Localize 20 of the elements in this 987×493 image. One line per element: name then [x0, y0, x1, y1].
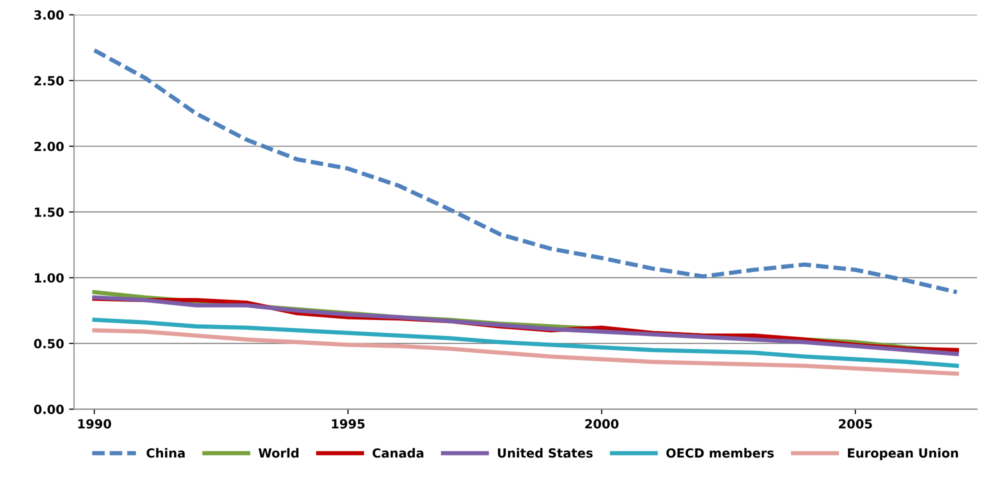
line-series — [92, 328, 959, 376]
legend-label: China — [146, 448, 185, 458]
legend-label: OECD members — [666, 448, 774, 458]
x-tick-label: 1990 — [78, 419, 112, 429]
x-tick-label: 1995 — [332, 419, 365, 429]
y-tick-label: 1.50 — [34, 207, 64, 217]
y-tick-label: 0.50 — [34, 338, 64, 348]
legend-label: European Union — [848, 448, 958, 460]
y-tick-label: 0.00 — [34, 404, 64, 414]
line-series — [92, 318, 959, 368]
y-tick-label: 3.00 — [34, 10, 64, 20]
legend-label: United States — [498, 448, 593, 458]
y-tick-label: 2.50 — [34, 76, 64, 86]
x-tick-label: 2005 — [838, 419, 872, 429]
legend-label: World — [258, 448, 298, 458]
legend-label: Canada — [372, 448, 424, 458]
x-tick-label: 2000 — [585, 419, 618, 429]
line-series — [92, 48, 959, 294]
y-tick-label: 1.00 — [34, 273, 64, 283]
y-tick-label: 2.00 — [34, 142, 64, 152]
